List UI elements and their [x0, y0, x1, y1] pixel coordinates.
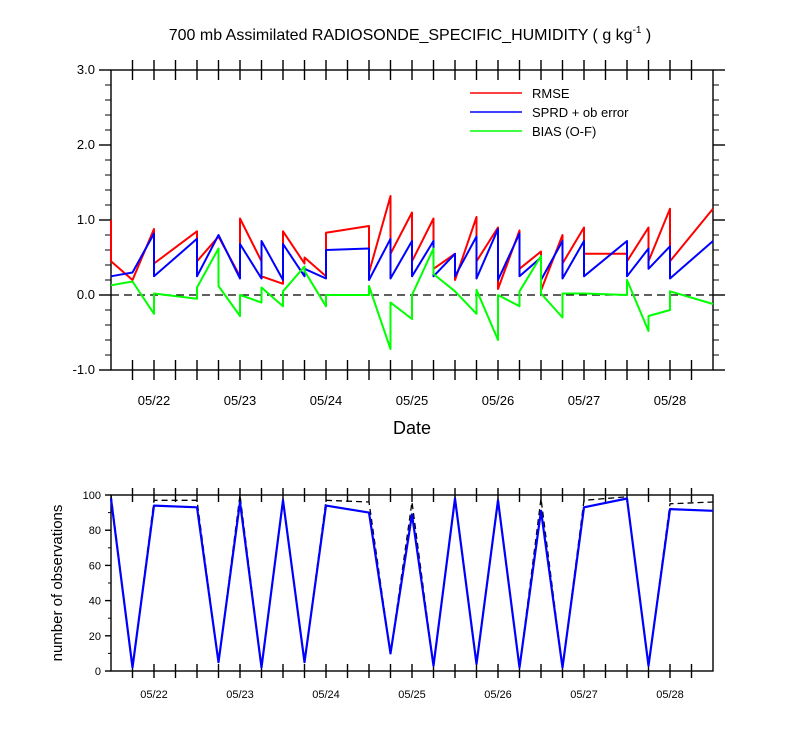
- title-units-sup: -1: [633, 25, 642, 36]
- y-tick-label: 100: [83, 490, 101, 502]
- x-tick-label: 05/24: [312, 689, 340, 701]
- y-tick-label: 20: [89, 631, 101, 643]
- y-tick-label: 3.0: [77, 62, 95, 77]
- title-text: 700 mb Assimilated RADIOSONDE_SPECIFIC_H…: [169, 27, 633, 44]
- chart-title: 700 mb Assimilated RADIOSONDE_SPECIFIC_H…: [169, 25, 652, 44]
- y-tick-label: 2.0: [77, 137, 95, 152]
- x-axis-label: Date: [393, 418, 431, 438]
- legend-label: BIAS (O-F): [532, 124, 596, 139]
- bottom-chart-panel: 0 20 40 60 80 100 05/22 05/23 05/24 05/25 05/26 05/…: [83, 488, 714, 701]
- x-tick-label: 05/22: [138, 393, 171, 408]
- x-tick-label: 05/22: [140, 689, 168, 701]
- y-tick-label: 40: [89, 596, 101, 608]
- y-tick-label: 1.0: [77, 212, 95, 227]
- y-axis-label-observations: number of observations: [49, 505, 66, 662]
- series-line-possible: [110, 494, 714, 669]
- y-tick-label: -1.0: [73, 362, 95, 377]
- top-chart-panel: -1.0 0.0 1.0 2.0 3.0 05/22 05/23 05/24 05/25 05/2…: [73, 60, 725, 408]
- x-tick-label: 05/25: [396, 393, 429, 408]
- x-tick-label: 05/28: [654, 393, 687, 408]
- x-tick-label: 05/27: [570, 689, 598, 701]
- x-tick-label: 05/24: [310, 393, 343, 408]
- y-tick-label: 0.0: [77, 287, 95, 302]
- y-tick-label: 80: [89, 525, 101, 537]
- series-line-sprd-ob-error: [110, 228, 714, 281]
- x-tick-label: 05/25: [398, 689, 426, 701]
- x-tick-label: 05/26: [484, 689, 512, 701]
- title-close: ): [641, 27, 651, 44]
- x-tick-label: 05/27: [568, 393, 601, 408]
- x-tick-label: 05/28: [656, 689, 684, 701]
- x-tick-label: 05/26: [482, 393, 515, 408]
- x-tick-label: 05/23: [226, 689, 254, 701]
- legend-label: SPRD + ob error: [532, 105, 629, 120]
- x-tick-label: 05/23: [224, 393, 257, 408]
- series-line-bias-o-f: [110, 247, 714, 350]
- series-line-assimilated: [109, 497, 714, 669]
- y-tick-label: 0: [95, 666, 101, 678]
- legend-label: RMSE: [532, 86, 570, 101]
- y-tick-label: 60: [89, 560, 101, 572]
